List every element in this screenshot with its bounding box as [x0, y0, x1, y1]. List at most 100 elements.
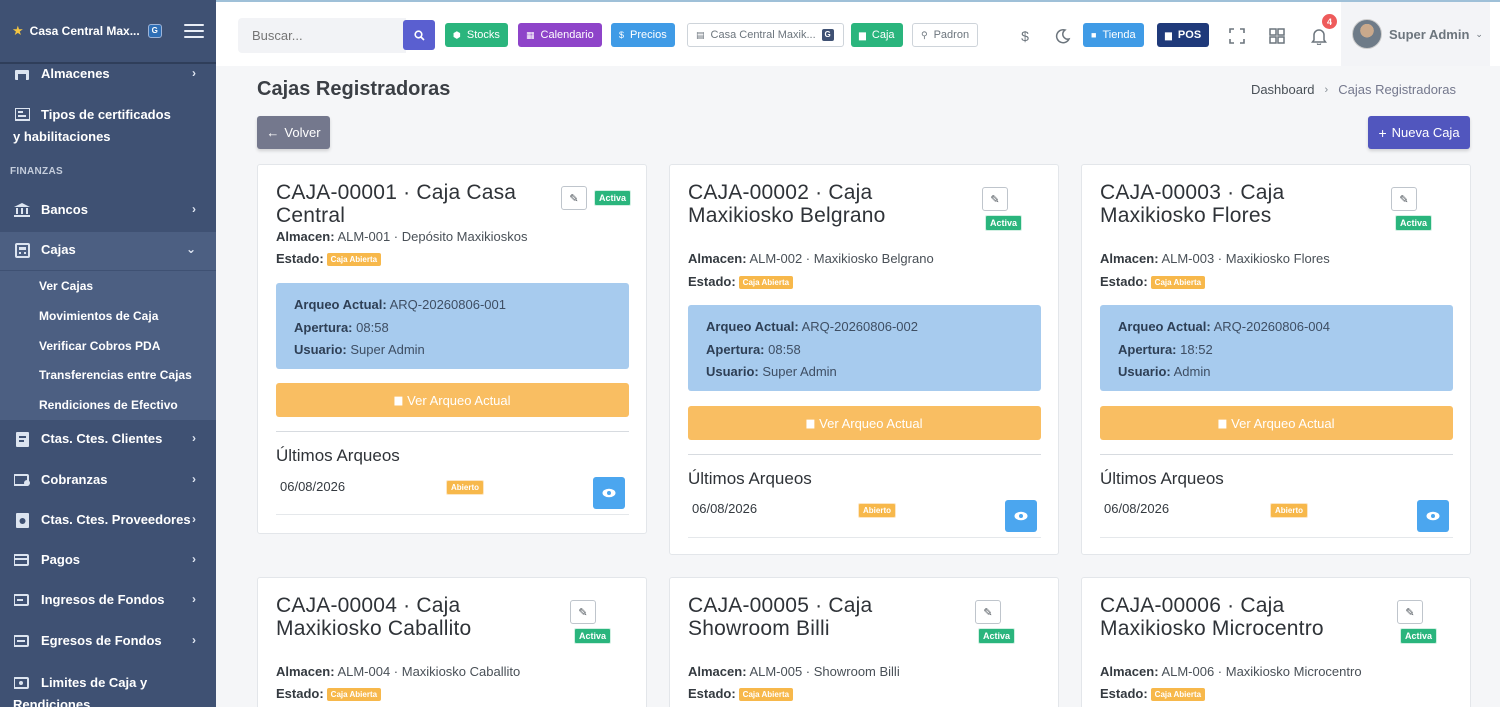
apertura-value: 18:52 [1180, 341, 1213, 357]
store-select[interactable]: ▤ Casa Central Maxik... G [687, 23, 844, 47]
new-caja-label: Nueva Caja [1391, 125, 1460, 140]
sidebar-item-egresos[interactable]: Egresos de Fondos › [0, 633, 216, 649]
estado-label: Estado: [276, 686, 324, 701]
padron-button[interactable]: ⚲ Padron [912, 23, 979, 47]
edit-button[interactable]: ✎ [1391, 187, 1417, 211]
arqueo-line: Arqueo Actual: ARQ-20260806-002 [706, 316, 1023, 339]
caja-label: Caja [871, 29, 895, 41]
view-arqueo-button[interactable] [1417, 500, 1449, 532]
estado-line: Estado: Caja Abierta [1100, 686, 1206, 701]
sidebar-item-pagos[interactable]: Pagos › [0, 552, 216, 568]
row-divider [276, 514, 629, 515]
status-badge-caja-abierta: Caja Abierta [326, 688, 382, 701]
building-icon: ▤ [696, 29, 705, 40]
status-badge-caja-abierta: Caja Abierta [738, 276, 794, 289]
sidebar-item-ingresos[interactable]: Ingresos de Fondos › [0, 592, 216, 608]
view-arqueo-button[interactable] [593, 477, 625, 509]
apps-grid-icon[interactable] [1265, 24, 1289, 48]
estado-label: Estado: [1100, 274, 1148, 289]
almacen-value: ALM-001 · Depósito Maxikioskos [337, 229, 528, 244]
sidebar-item-limites[interactable]: Limites de Caja y Rendiciones [0, 672, 216, 707]
sidebar-subitem-verificar-pda[interactable]: Verificar Cobros PDA [0, 331, 216, 361]
stocks-button[interactable]: ⬢ Stocks [445, 23, 508, 47]
sidebar-item-certificados[interactable]: Tipos de certificados y habilitaciones [0, 104, 216, 148]
new-caja-button[interactable]: + Nueva Caja [1368, 116, 1470, 149]
usuario-line: Usuario: Admin [1118, 361, 1435, 384]
sidebar-subitem-ver-cajas[interactable]: Ver Cajas [0, 271, 216, 301]
arqueo-row-date: 06/08/2026 [692, 501, 758, 516]
arqueo-label: Arqueo Actual: [294, 297, 387, 312]
arqueo-row-date: 06/08/2026 [1104, 501, 1170, 516]
menu-toggle-icon[interactable] [184, 20, 204, 42]
search-input[interactable] [238, 18, 406, 53]
moon-icon[interactable] [1051, 24, 1075, 48]
estado-line: Estado: Caja Abierta [1100, 274, 1206, 289]
calendario-button[interactable]: ▦ Calendario [518, 23, 602, 47]
caja-card: CAJA-00005 · Caja Showroom Billi ✎ Activ… [669, 577, 1059, 707]
pencil-icon: ✎ [569, 192, 579, 205]
status-badge-activa: Activa [985, 215, 1023, 231]
pos-button[interactable]: ▆ POS [1157, 23, 1210, 47]
back-button[interactable]: ← Volver [257, 116, 330, 149]
caja-card: CAJA-00006 · Caja Maxikiosko Microcentro… [1081, 577, 1471, 707]
sidebar-item-label: Ctas. Ctes. Clientes [41, 431, 163, 446]
caja-title: CAJA-00002 · Caja Maxikiosko Belgrano [688, 181, 886, 227]
almacen-line: Almacen: ALM-001 · Depósito Maxikioskos [276, 229, 527, 244]
avatar [1352, 19, 1382, 49]
view-arqueo-button[interactable] [1005, 500, 1037, 532]
ver-arqueo-button[interactable]: ▆ Ver Arqueo Actual [276, 383, 629, 417]
edit-button[interactable]: ✎ [570, 600, 596, 624]
status-badge-caja-abierta: Caja Abierta [738, 688, 794, 701]
payments-icon [13, 552, 31, 568]
precios-button[interactable]: $ Precios [611, 23, 675, 47]
dollar-icon[interactable]: $ [1021, 28, 1029, 44]
caja-button[interactable]: ▆ Caja [851, 23, 903, 47]
arqueo-line: Arqueo Actual: ARQ-20260806-001 [294, 294, 611, 317]
store-select-label: Casa Central Maxik... [710, 29, 816, 41]
ver-arqueo-button[interactable]: ▆ Ver Arqueo Actual [688, 406, 1041, 440]
edit-button[interactable]: ✎ [982, 187, 1008, 211]
fullscreen-icon[interactable] [1225, 24, 1249, 48]
funds-out-icon [13, 633, 31, 649]
estado-line: Estado: Caja Abierta [276, 251, 382, 266]
sidebar-item-ctas-proveedores[interactable]: Ctas. Ctes. Proveedores › [0, 512, 216, 528]
estado-label: Estado: [276, 251, 324, 266]
almacen-value: ALM-004 · Maxikiosko Caballito [337, 664, 521, 679]
ultimos-arqueos-title: Últimos Arqueos [276, 446, 400, 465]
estado-label: Estado: [688, 274, 736, 289]
sidebar-item-cobranzas[interactable]: Cobranzas › [0, 472, 216, 488]
status-badge-caja-abierta: Caja Abierta [326, 253, 382, 266]
tienda-button[interactable]: ■ Tienda [1083, 23, 1144, 47]
sidebar-subitem-rendiciones[interactable]: Rendiciones de Efectivo [0, 390, 216, 420]
status-badge-abierto: Abierto [446, 480, 484, 495]
calendario-label: Calendario [540, 29, 594, 41]
sidebar-item-bancos[interactable]: Bancos › [0, 202, 216, 218]
sidebar-item-cajas[interactable]: Cajas ⌄ [0, 232, 216, 270]
sidebar-item-almacenes[interactable]: Almacenes › [0, 64, 216, 82]
ver-arqueo-button[interactable]: ▆ Ver Arqueo Actual [1100, 406, 1453, 440]
chevron-right-icon: › [192, 592, 196, 606]
arqueo-label: Arqueo Actual: [1118, 319, 1211, 334]
caja-card: CAJA-00004 · Caja Maxikiosko Caballito ✎… [257, 577, 647, 707]
sidebar-item-ctas-clientes[interactable]: Ctas. Ctes. Clientes › [0, 431, 216, 447]
bank-icon [13, 202, 31, 218]
notifications-bell-icon[interactable]: 4 [1307, 14, 1337, 48]
almacen-label: Almacen: [276, 664, 335, 679]
cash-register-icon [13, 242, 31, 258]
sidebar-item-label: Ingresos de Fondos [41, 592, 165, 607]
almacen-value: ALM-003 · Maxikiosko Flores [1161, 251, 1330, 266]
brand-name[interactable]: Casa Central Max... [29, 24, 140, 38]
sidebar-subitem-movimientos[interactable]: Movimientos de Caja [0, 301, 216, 331]
edit-button[interactable]: ✎ [561, 186, 587, 210]
user-menu[interactable]: Super Admin ⌄ [1341, 2, 1490, 66]
edit-button[interactable]: ✎ [975, 600, 1001, 624]
sidebar-item-label: Tipos de certificados y habilitaciones [13, 107, 171, 144]
breadcrumb-dashboard[interactable]: Dashboard [1250, 82, 1315, 97]
search-button[interactable] [403, 20, 435, 50]
chevron-down-icon: ⌄ [1475, 28, 1483, 39]
arqueo-row-date: 06/08/2026 [280, 479, 346, 494]
divider [276, 431, 629, 432]
edit-button[interactable]: ✎ [1397, 600, 1423, 624]
caja-title: CAJA-00004 · Caja Maxikiosko Caballito [276, 594, 472, 640]
sidebar-subitem-transferencias[interactable]: Transferencias entre Cajas [0, 360, 216, 390]
